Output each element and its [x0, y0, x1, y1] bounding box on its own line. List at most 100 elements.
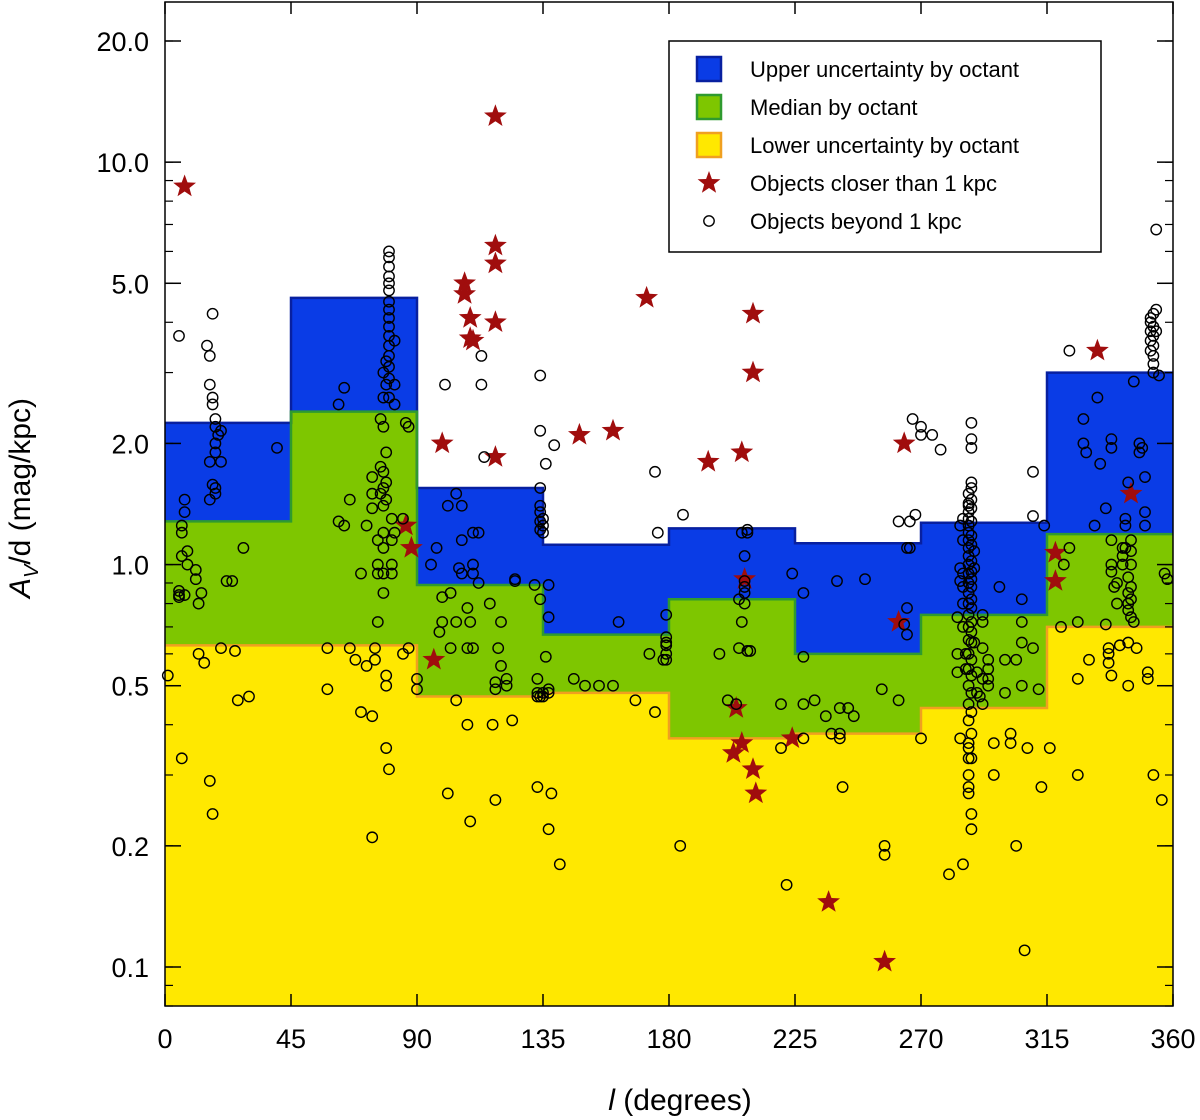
far-object-point [478, 451, 491, 463]
far-object-point [178, 589, 191, 601]
far-object-point [380, 669, 393, 682]
far-object-point [660, 647, 673, 660]
near-object-point [484, 445, 507, 467]
far-object-point [343, 493, 356, 506]
far-object-point [1153, 369, 1165, 382]
far-object-point [1158, 567, 1171, 580]
far-object-point [1147, 366, 1160, 379]
far-object-point [1122, 679, 1135, 692]
far-object-point [545, 787, 558, 800]
x-tick-label: 180 [646, 1024, 691, 1054]
far-object-point [377, 587, 390, 599]
y-tick-label: 0.5 [111, 672, 149, 702]
far-object-point [962, 787, 975, 800]
far-object-point [220, 575, 233, 587]
y-axis-label-sub: V [21, 563, 43, 578]
far-object-point [467, 642, 479, 655]
far-object-point [971, 686, 983, 699]
far-object-point [962, 512, 975, 525]
far-object-point [965, 573, 978, 586]
far-object-point [209, 487, 222, 500]
far-object-point [965, 515, 978, 528]
far-object-point [195, 587, 208, 599]
y-tick-label: 0.1 [111, 953, 149, 983]
near-object-point [458, 306, 482, 328]
upper-band-5 [795, 543, 921, 654]
far-object-point [441, 787, 454, 800]
far-object-point [1113, 639, 1126, 652]
far-object-point [371, 534, 384, 547]
far-object-point [999, 653, 1011, 666]
far-object-point [660, 653, 673, 666]
plot-area [161, 104, 1174, 1006]
far-object-point [475, 350, 488, 362]
far-object-point [383, 270, 395, 283]
far-object-point [1102, 642, 1115, 655]
far-object-point [878, 839, 891, 852]
far-object-point [1122, 636, 1135, 649]
far-object-point [1111, 597, 1123, 610]
far-object-point [1122, 476, 1135, 489]
near-object-point [722, 741, 745, 763]
far-object-point [735, 526, 748, 539]
far-object-point [178, 493, 191, 506]
near-object-point [1044, 569, 1067, 591]
far-object-point [982, 653, 995, 666]
near-object-point [724, 696, 748, 718]
upper-edge-line [165, 296, 1173, 547]
far-object-point [542, 579, 555, 591]
far-object-point [962, 781, 975, 793]
far-object-point [1119, 512, 1132, 525]
far-object-point [455, 534, 468, 547]
far-object-point [486, 718, 499, 731]
far-object-point [1035, 781, 1048, 793]
far-object-point [548, 439, 561, 452]
far-object-point [467, 558, 479, 571]
far-object-point [901, 602, 913, 614]
far-object-point [229, 645, 241, 657]
far-object-point [1010, 839, 1023, 852]
far-object-point [962, 633, 975, 646]
near-object-point [484, 104, 507, 126]
far-object-point [965, 502, 978, 515]
far-object-point [1125, 593, 1137, 606]
near-object-point [484, 233, 507, 256]
far-object-point [1015, 616, 1028, 628]
far-object-point [1119, 542, 1132, 554]
far-object-point [965, 529, 978, 542]
far-object-point [915, 732, 927, 745]
far-object-point [1063, 542, 1076, 554]
far-object-point [1091, 391, 1104, 404]
median-edge-line [165, 410, 1173, 656]
near-object-point [430, 431, 454, 454]
far-object-point [797, 732, 810, 745]
far-object-point [1102, 656, 1115, 669]
y-axis-label: AV/d (mag/kpc) [4, 398, 43, 600]
far-object-point [1139, 506, 1151, 519]
far-object-point [1105, 433, 1118, 446]
far-object-point [859, 573, 871, 586]
far-object-point [926, 429, 939, 441]
far-object-point [161, 669, 174, 682]
far-object-point [383, 251, 395, 264]
y-tick-label: 1.0 [111, 551, 149, 581]
upper-band-3 [543, 544, 669, 635]
far-object-point [713, 647, 726, 660]
far-object-point [965, 636, 978, 649]
far-object-point [797, 650, 810, 663]
far-object-point [612, 616, 625, 628]
far-object-point [903, 542, 916, 554]
far-object-point [360, 519, 373, 532]
far-object-point [383, 277, 395, 290]
far-object-point [962, 714, 975, 727]
far-object-point [1094, 457, 1107, 470]
far-object-point [842, 702, 855, 714]
far-object-point [629, 694, 642, 707]
far-object-point [464, 616, 477, 628]
far-object-point [965, 706, 978, 718]
far-object-point [735, 616, 748, 628]
far-object-point [819, 710, 832, 723]
far-objects-series [161, 223, 1174, 957]
far-object-point [1055, 621, 1067, 633]
far-object-point [906, 413, 919, 425]
